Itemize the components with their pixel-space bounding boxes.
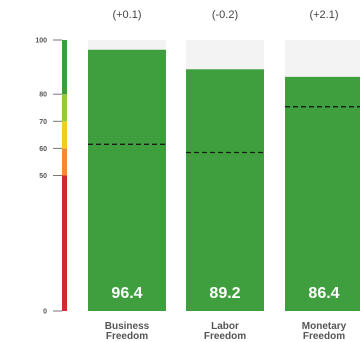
change-label-0: (+0.1) [112,9,141,21]
scale-band-1 [62,148,67,176]
category-label-1-line1: Labor [211,321,239,332]
y-tick-label-3: 60 [39,146,47,153]
bar-series: 96.4(+0.1)BusinessFreedom89.2(-0.2)Labor… [88,9,360,342]
value-label-1: 89.2 [209,285,240,302]
y-tick-label-0: 100 [35,38,47,45]
scale-band-2 [62,121,67,149]
category-label-2-line2: Freedom [303,331,345,342]
bar-2 [285,76,360,311]
scale-band-4 [62,40,67,95]
y-tick-label-2: 70 [39,119,47,126]
bar-0 [88,49,166,311]
category-label-0-line2: Freedom [106,331,148,342]
change-label-1: (-0.2) [212,9,238,21]
scale-band-0 [62,175,67,311]
y-axis-scale [62,40,67,311]
y-tick-label-4: 50 [39,173,47,180]
category-label-1-line2: Freedom [204,331,246,342]
value-label-0: 96.4 [111,285,142,302]
y-tick-label-1: 80 [39,92,47,99]
scale-band-3 [62,94,67,122]
bar-1 [186,69,264,311]
y-tick-label-5: 0 [43,309,47,316]
category-label-2-line1: Monetary [302,321,347,332]
change-label-2: (+2.1) [309,9,338,21]
category-label-0-line1: Business [105,321,150,332]
y-axis-ticks: 100 80 70 60 50 0 [35,38,62,316]
value-label-2: 86.4 [308,285,339,302]
